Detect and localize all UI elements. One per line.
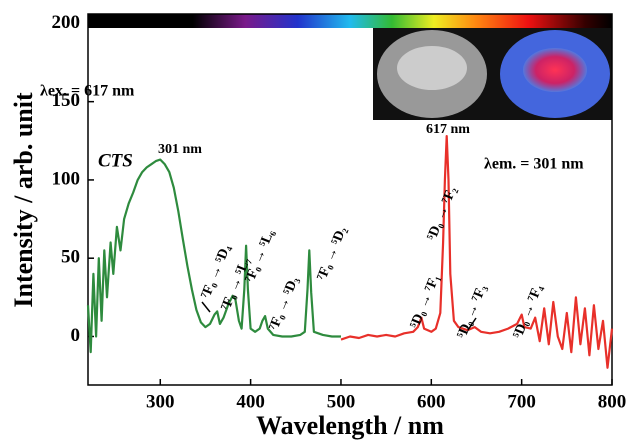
x-tick-label: 500 — [327, 391, 356, 412]
x-axis-title: Wavelength / nm — [256, 411, 444, 440]
y-tick-label: 200 — [52, 12, 81, 33]
annotation: 301 nm — [158, 142, 202, 157]
x-tick-label: 700 — [507, 391, 536, 412]
pointer — [202, 302, 210, 312]
annotation: ⁷F₀ → ⁵D₃ — [267, 275, 302, 333]
spectrum-bar — [88, 14, 612, 28]
y-tick-label: 100 — [52, 168, 81, 189]
y-tick-label: 50 — [61, 247, 80, 268]
chart: Wavelength / nm Intensity / arb. unit 30… — [0, 0, 633, 441]
annotation: ⁷F₀ → ⁵L₆ — [243, 227, 278, 284]
annotation: λex. = 617 nm — [40, 83, 135, 100]
photo-inset — [373, 28, 612, 120]
y-axis-title: Intensity / arb. unit — [9, 92, 38, 308]
y-tick-label: 0 — [71, 325, 81, 346]
annotation: 617 nm — [426, 122, 470, 137]
x-tick-label: 600 — [417, 391, 446, 412]
x-tick-label: 400 — [236, 391, 265, 412]
annotation: ⁷F₀ → ⁵D₂ — [315, 225, 350, 283]
x-tick-label: 800 — [598, 391, 627, 412]
x-tick-label: 300 — [146, 391, 175, 412]
annotation: λem. = 301 nm — [484, 156, 584, 173]
annotation: CTS — [98, 150, 133, 171]
